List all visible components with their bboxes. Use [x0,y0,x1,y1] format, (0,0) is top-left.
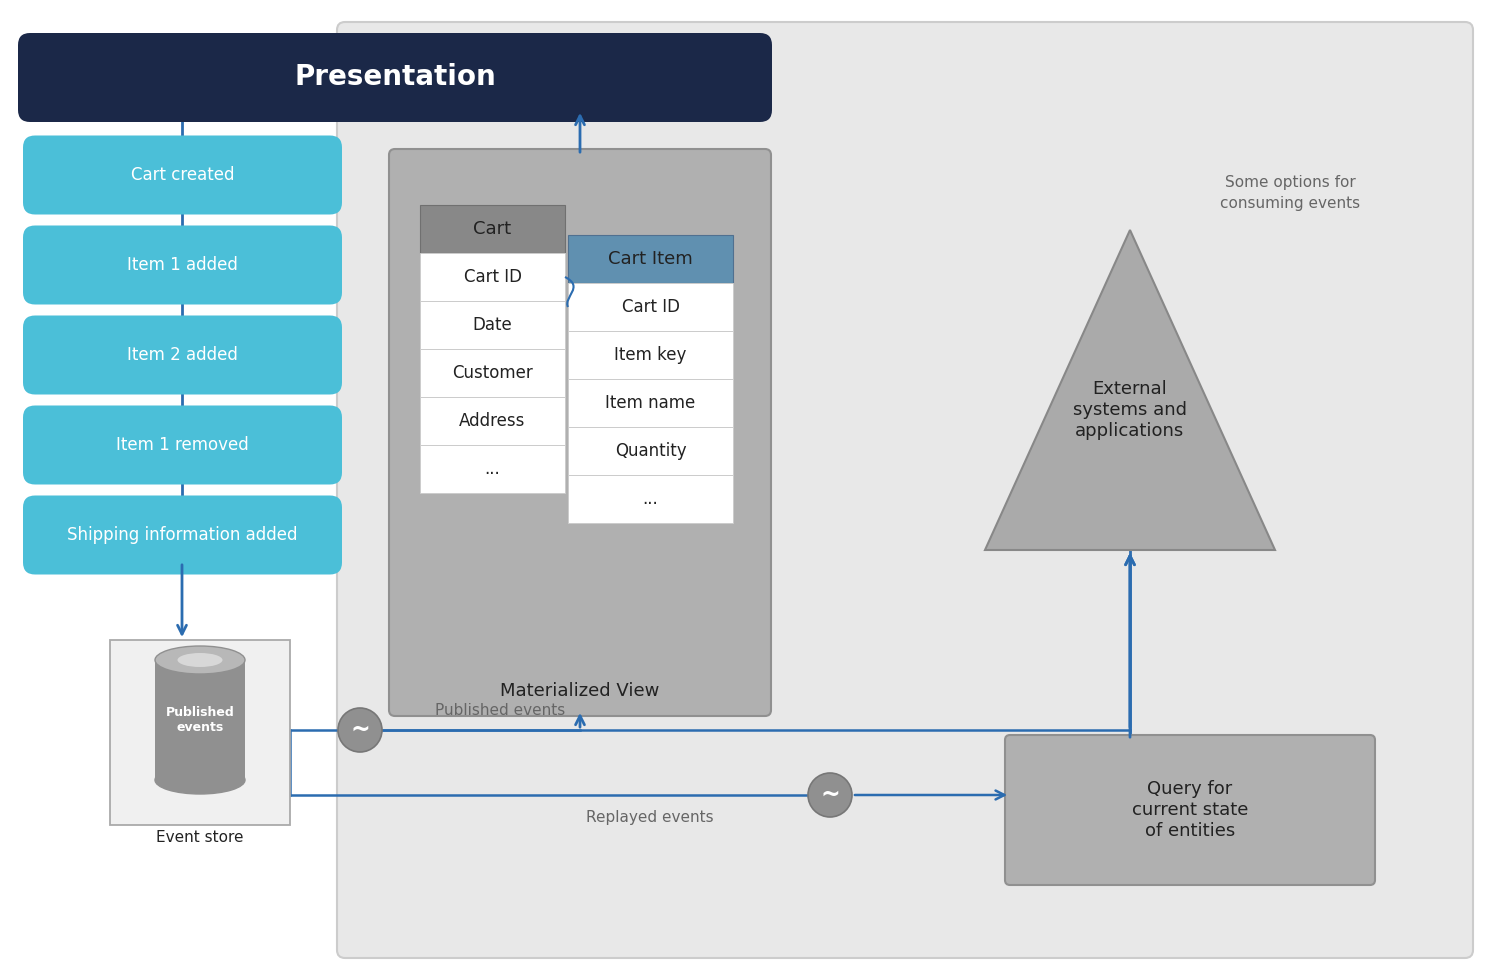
Text: ~: ~ [350,718,370,742]
Text: Cart ID: Cart ID [621,298,680,316]
Text: Item 1 removed: Item 1 removed [116,436,249,454]
FancyBboxPatch shape [110,640,290,825]
Text: Item key: Item key [615,346,687,364]
FancyBboxPatch shape [568,235,734,283]
FancyBboxPatch shape [420,253,566,301]
FancyBboxPatch shape [568,331,734,379]
FancyBboxPatch shape [568,283,734,331]
Text: Item 2 added: Item 2 added [128,346,238,364]
FancyBboxPatch shape [568,379,734,427]
Text: Published events: Published events [435,703,566,718]
Circle shape [808,773,852,817]
Text: Address: Address [459,412,525,430]
FancyBboxPatch shape [420,445,566,493]
Circle shape [338,708,382,752]
Ellipse shape [177,653,222,667]
FancyBboxPatch shape [154,660,244,780]
Text: Cart Item: Cart Item [608,250,693,268]
Text: Published
events: Published events [165,706,234,734]
Text: ...: ... [484,460,501,478]
Ellipse shape [154,766,244,794]
Text: Quantity: Quantity [615,442,687,460]
Text: External
systems and
applications: External systems and applications [1072,381,1186,440]
FancyBboxPatch shape [22,496,342,575]
FancyBboxPatch shape [22,315,342,394]
FancyBboxPatch shape [568,475,734,523]
Text: Replayed events: Replayed events [586,810,714,825]
Text: Event store: Event store [156,830,243,845]
FancyBboxPatch shape [1005,735,1376,885]
FancyBboxPatch shape [568,427,734,475]
Polygon shape [986,230,1275,550]
Text: Item 1 added: Item 1 added [128,256,238,274]
Text: ~: ~ [821,783,840,807]
Text: Shipping information added: Shipping information added [68,526,297,544]
Text: Query for
current state
of entities: Query for current state of entities [1132,780,1248,839]
Text: Presentation: Presentation [294,63,496,91]
FancyBboxPatch shape [22,136,342,215]
FancyBboxPatch shape [420,397,566,445]
FancyBboxPatch shape [420,301,566,349]
FancyBboxPatch shape [338,22,1473,958]
Text: Cart created: Cart created [130,166,234,184]
Text: ...: ... [642,490,658,508]
FancyBboxPatch shape [420,349,566,397]
FancyBboxPatch shape [388,149,771,716]
FancyBboxPatch shape [22,405,342,484]
Text: Materialized View: Materialized View [501,682,660,700]
FancyBboxPatch shape [420,205,566,253]
Text: Item name: Item name [606,394,696,412]
FancyBboxPatch shape [22,225,342,305]
Text: Cart: Cart [474,220,512,238]
Text: Customer: Customer [452,364,532,382]
Text: Cart ID: Cart ID [464,268,522,286]
Text: Some options for
consuming events: Some options for consuming events [1220,175,1360,211]
Text: Date: Date [472,316,513,334]
Ellipse shape [154,646,244,674]
FancyBboxPatch shape [18,33,772,122]
